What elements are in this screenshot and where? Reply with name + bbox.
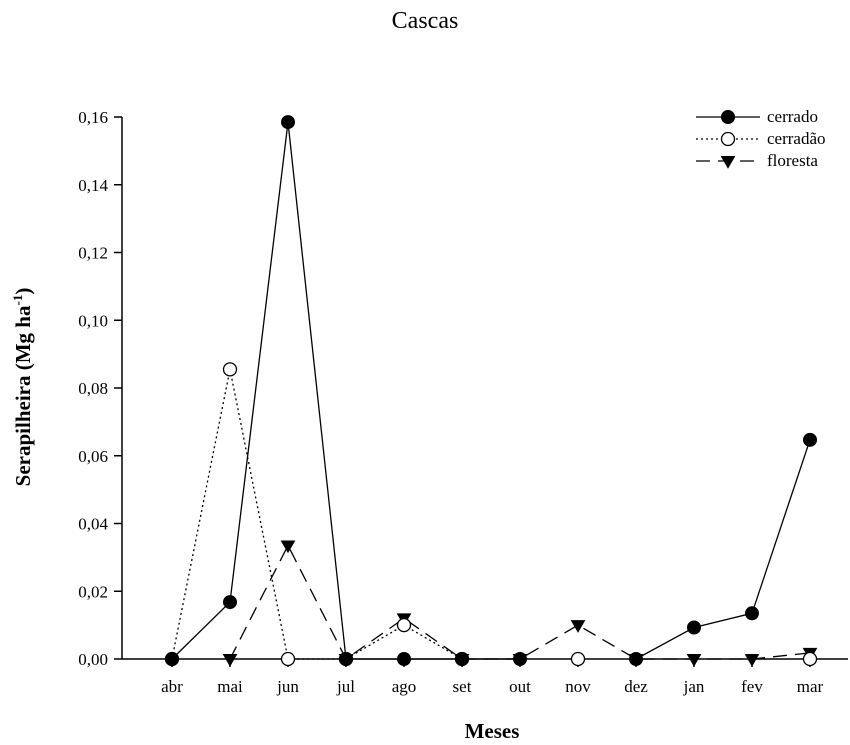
legend-label-cerradao: cerradão <box>767 129 826 148</box>
data-point-cerradao <box>396 617 412 633</box>
y-tick-label: 0,00 <box>78 650 108 669</box>
x-tick-label: out <box>509 677 531 696</box>
data-point-cerrado <box>397 652 411 666</box>
x-tick-label: nov <box>565 677 591 696</box>
data-point-cerradao <box>222 362 238 377</box>
data-point-cerradao <box>570 651 586 667</box>
x-axis-title: Meses <box>465 719 520 743</box>
data-point-cerrado <box>803 432 817 447</box>
series-line-cerradao <box>171 369 463 660</box>
x-tick-label: fev <box>741 677 763 696</box>
data-point-cerradao <box>802 651 818 667</box>
series-line-cerrado <box>171 122 520 660</box>
y-tick-label: 0,14 <box>78 176 108 195</box>
data-point-floresta <box>222 654 238 667</box>
y-axis-title-sup: -1 <box>10 295 25 306</box>
y-tick-label: 0,16 <box>78 108 108 127</box>
data-point-floresta <box>744 654 760 667</box>
x-tick-label: abr <box>161 677 183 696</box>
data-point-cerrado <box>281 115 295 130</box>
data-point-cerrado <box>455 652 469 666</box>
legend-marker-cerrado <box>721 110 735 124</box>
data-point-floresta <box>686 654 702 667</box>
series-markers <box>164 115 818 667</box>
x-tick-label: set <box>453 677 472 696</box>
x-tick-label: mai <box>217 677 243 696</box>
data-point-cerrado <box>339 652 353 666</box>
y-tick-label: 0,04 <box>78 515 108 534</box>
legend-marker-cerradao <box>720 131 736 147</box>
legend-marker-floresta <box>720 156 736 169</box>
series-lines <box>171 122 811 660</box>
data-point-floresta <box>280 540 296 554</box>
y-axis-title-main: Serapilheira (Mg ha <box>11 305 35 486</box>
data-point-cerrado <box>745 606 759 621</box>
chart-title: Cascas <box>391 8 459 34</box>
y-tick-label: 0,02 <box>78 582 108 601</box>
data-point-cerrado <box>223 595 237 610</box>
axes: 0,00 0,02 0,04 0,06 0,08 0,10 0,12 0,14 0,16 abr m… <box>78 108 848 696</box>
x-tick-label: ago <box>392 677 417 696</box>
data-point-cerrado <box>687 620 701 635</box>
legend-label-floresta: floresta <box>767 151 818 170</box>
legend: cerrado cerradão floresta <box>696 107 826 170</box>
series-line-floresta <box>229 544 811 660</box>
y-tick-label: 0,12 <box>78 244 108 263</box>
legend-label-cerrado: cerrado <box>767 107 818 126</box>
x-tick-label: jun <box>276 677 299 696</box>
y-axis-title-end: ) <box>11 288 35 295</box>
data-point-floresta <box>570 620 586 633</box>
data-point-cerrado <box>629 652 643 666</box>
series-line-cerrado <box>635 439 811 660</box>
y-tick-label: 0,10 <box>78 311 108 330</box>
x-tick-label: jul <box>336 677 355 696</box>
y-axis-title: Serapilheira (Mg ha-1) <box>10 288 35 487</box>
data-point-cerrado <box>513 652 527 666</box>
x-tick-label: jan <box>683 677 705 696</box>
x-tick-label: mar <box>797 677 824 696</box>
x-tick-label: dez <box>624 677 648 696</box>
data-point-cerrado <box>165 652 179 666</box>
y-tick-label: 0,08 <box>78 379 108 398</box>
y-tick-label: 0,06 <box>78 447 108 466</box>
data-point-cerradao <box>280 651 296 667</box>
